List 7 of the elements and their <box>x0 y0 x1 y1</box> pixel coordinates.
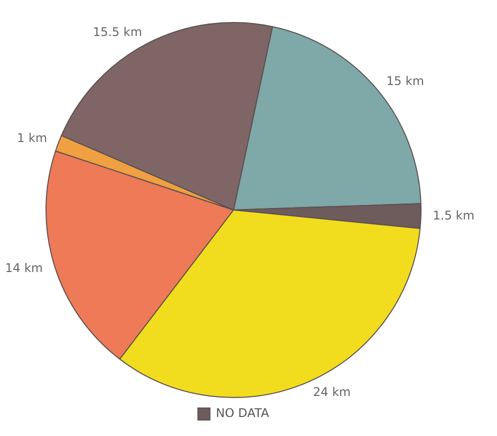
data-label: 15.5 km <box>92 24 142 39</box>
legend-label: NO DATA <box>216 406 270 420</box>
data-label: 14 km <box>5 260 43 275</box>
data-label: 1.5 km <box>432 208 474 223</box>
data-label: 24 km <box>313 385 351 400</box>
data-label: 15 km <box>386 74 424 88</box>
data-label: 1 km <box>17 131 48 146</box>
